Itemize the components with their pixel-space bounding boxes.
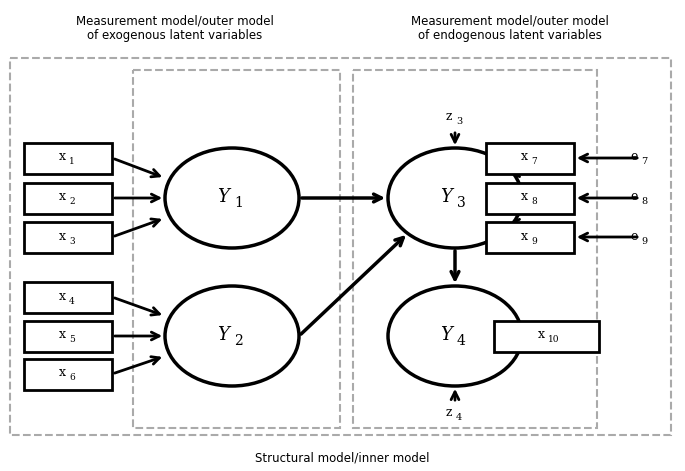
Text: z: z [445,109,452,122]
Text: x: x [59,366,66,380]
Text: x: x [59,328,66,341]
Text: Y: Y [217,326,229,344]
FancyBboxPatch shape [24,358,112,390]
FancyBboxPatch shape [24,221,112,252]
Text: x: x [521,190,528,203]
Ellipse shape [165,286,299,386]
Ellipse shape [165,148,299,248]
FancyBboxPatch shape [24,320,112,351]
Text: 5: 5 [69,335,75,344]
FancyBboxPatch shape [24,182,112,213]
Text: x: x [59,151,66,163]
Text: Y: Y [217,188,229,206]
Text: Measurement model/outer model
of exogenous latent variables: Measurement model/outer model of exogeno… [76,14,274,42]
FancyBboxPatch shape [24,143,112,173]
FancyBboxPatch shape [486,143,574,173]
Text: 2: 2 [234,334,242,348]
Text: 3: 3 [69,236,75,245]
Text: x: x [521,151,528,163]
Text: 4: 4 [456,414,462,422]
Text: z: z [445,406,452,420]
Text: Measurement model/outer model
of endogenous latent variables: Measurement model/outer model of endogen… [411,14,609,42]
FancyBboxPatch shape [486,221,574,252]
Text: x: x [59,290,66,302]
Text: 4: 4 [457,334,466,348]
Text: 9: 9 [531,236,537,245]
Text: 3: 3 [457,196,466,210]
Text: 8: 8 [531,197,537,206]
Text: 7: 7 [531,157,537,167]
Ellipse shape [388,148,522,248]
Text: 10: 10 [548,335,560,344]
Text: 6: 6 [69,374,75,382]
Ellipse shape [388,286,522,386]
FancyBboxPatch shape [24,282,112,312]
Text: e: e [631,151,638,163]
Text: x: x [59,229,66,243]
Text: 4: 4 [69,297,75,306]
Text: 7: 7 [641,157,647,167]
FancyBboxPatch shape [486,182,574,213]
Text: e: e [631,229,638,243]
Text: 1: 1 [69,157,75,167]
Text: Y: Y [440,326,452,344]
Text: Structural model/inner model: Structural model/inner model [255,452,429,464]
Text: 9: 9 [641,236,647,245]
FancyBboxPatch shape [495,320,599,351]
Text: e: e [631,190,638,203]
Text: x: x [59,190,66,203]
Text: 2: 2 [69,197,75,206]
Text: 3: 3 [456,116,462,125]
Text: x: x [538,328,545,341]
Text: x: x [521,229,528,243]
Text: Y: Y [440,188,452,206]
Text: 1: 1 [234,196,243,210]
Text: 8: 8 [641,197,647,206]
